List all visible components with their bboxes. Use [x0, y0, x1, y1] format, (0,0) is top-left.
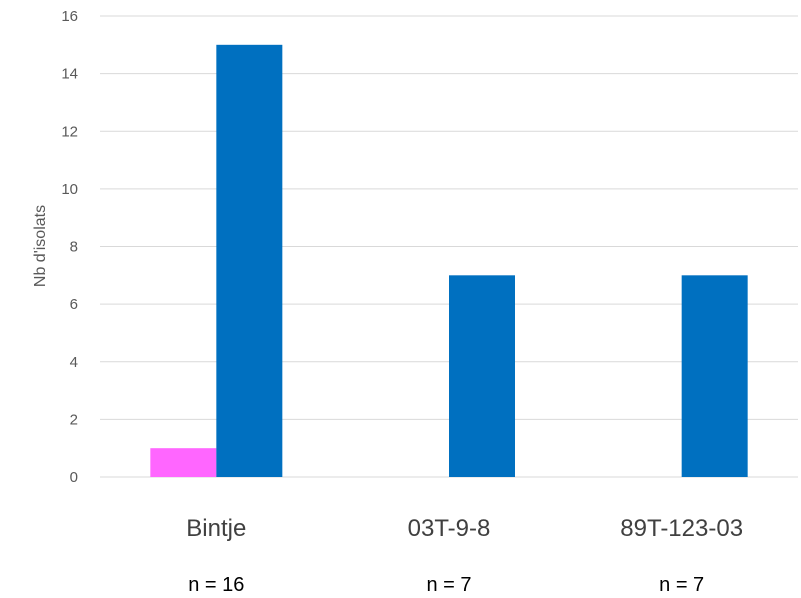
- sample-size-label: n = 7: [426, 574, 471, 596]
- y-tick-label: 4: [70, 354, 78, 371]
- y-tick-label: 2: [70, 411, 78, 428]
- y-tick-label: 6: [70, 296, 78, 313]
- y-tick-label: 10: [61, 181, 78, 198]
- category-label: Bintje: [186, 515, 246, 542]
- bars: [150, 44, 748, 477]
- bar: [150, 448, 217, 477]
- sample-size-label: n = 7: [659, 574, 704, 596]
- y-tick-label: 8: [70, 239, 78, 256]
- category-labels: Bintje 03T-9-8 89T-123-03: [186, 515, 743, 542]
- y-tick-label: 12: [61, 123, 78, 140]
- sample-size-labels: n = 16 n = 7 n = 7: [188, 574, 704, 596]
- y-tick-label: 14: [61, 66, 78, 83]
- bar: [449, 275, 515, 477]
- y-axis-tick-labels: 0 2 4 6 8 10 12 14 16: [61, 8, 78, 486]
- category-label: 03T-9-8: [408, 515, 491, 542]
- y-axis-title: Nb d'isolats: [32, 205, 49, 287]
- bar: [216, 44, 283, 477]
- category-label: 89T-123-03: [620, 515, 743, 542]
- sample-size-label: n = 16: [188, 574, 244, 596]
- bar: [681, 275, 748, 477]
- y-tick-label: 16: [61, 8, 78, 25]
- y-tick-label: 0: [70, 469, 78, 486]
